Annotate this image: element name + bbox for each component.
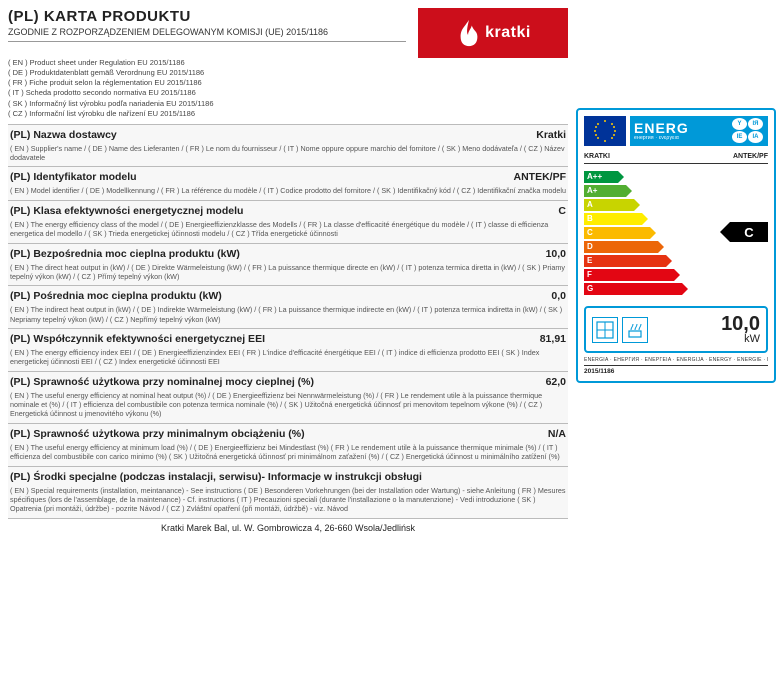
spec-desc: ( EN ) The indirect heat output in (kW) … (10, 305, 566, 324)
spec-row: (PL) Identyfikator modelu ANTEK/PF ( EN ) … (8, 166, 568, 200)
scale-tip-icon (674, 269, 680, 281)
scale-row: G (584, 282, 768, 295)
heater-icon (622, 317, 648, 343)
spec-row: (PL) Nazwa dostawcy Kratki ( EN ) Supplier… (8, 124, 568, 168)
spec-label: (PL) Bezpośrednia moc cieplna produktu (… (10, 248, 240, 260)
scale-tip-icon (658, 241, 664, 253)
footer-address: Kratki Marek Bal, ul. W. Gombrowicza 4, … (8, 523, 568, 533)
energy-power-value: 10,0 (654, 314, 760, 334)
translation-line: ( SK ) Informačný list výrobku podľa nar… (8, 99, 568, 109)
scale-grade: E (584, 255, 666, 267)
scale-tip-icon (618, 171, 624, 183)
scale-tip-icon (682, 283, 688, 295)
scale-row: A+ (584, 184, 768, 197)
page-subtitle: ZGODNIE Z ROZPORZĄDZENIEM DELEGOWANYM KO… (8, 27, 406, 42)
spec-label: (PL) Nazwa dostawcy (10, 129, 117, 141)
spec-label: (PL) Sprawność użytkowa przy nominalnej … (10, 376, 314, 388)
energy-label: ENERG енергия · ενεργεια YІЯIEIA KRATKI … (576, 108, 776, 383)
scale-grade: A++ (584, 171, 618, 183)
translations-block: ( EN ) Product sheet under Regulation EU… (8, 58, 568, 119)
brand-logo: kratki (418, 8, 568, 58)
scale-tip-icon (626, 185, 632, 197)
spec-desc: ( EN ) The energy efficiency class of th… (10, 220, 566, 239)
spec-value: Kratki (528, 129, 566, 141)
scale-tip-icon (666, 255, 672, 267)
spec-value: 81,91 (532, 333, 566, 345)
spec-label: (PL) Środki specjalne (podczas instalacj… (10, 471, 422, 483)
spec-value: C (550, 205, 566, 217)
spec-row: (PL) Sprawność użytkowa przy minimalnym … (8, 423, 568, 467)
eu-flag-icon (584, 116, 626, 146)
energy-regulation: 2015/1186 (584, 365, 768, 375)
translation-line: ( CZ ) Informační list výrobku dle naříz… (8, 109, 568, 119)
scale-grade: C (584, 227, 650, 239)
energy-lang-circle: ІЯ (748, 118, 763, 130)
spec-label: (PL) Pośrednia moc cieplna produktu (kW) (10, 290, 222, 302)
spec-desc: ( EN ) The useful energy efficiency at n… (10, 391, 566, 419)
spec-value: 0,0 (543, 290, 566, 302)
scale-row: A (584, 198, 768, 211)
page-title: (PL) KARTA PRODUKTU (8, 8, 406, 25)
energy-supplier: KRATKI (584, 153, 610, 160)
spec-value: N/A (540, 428, 566, 440)
product-sheet: (PL) KARTA PRODUKTU ZGODNIE Z ROZPORZĄDZ… (8, 8, 568, 533)
spec-table: (PL) Nazwa dostawcy Kratki ( EN ) Supplier… (8, 124, 568, 519)
spec-value: ANTEK/PF (506, 171, 567, 183)
energy-scale: A++A+ABCDEFGC (584, 170, 768, 300)
spec-desc: ( EN ) The direct heat output in (kW) / … (10, 263, 566, 282)
spec-desc: ( EN ) Model identifier / ( DE ) Modellk… (10, 186, 566, 195)
energy-foot-langs: ENERGIA · ЕНЕРГИЯ · ΕΝΕΡΓΕΙΑ · ENERGIJA … (584, 357, 768, 363)
window-icon (592, 317, 618, 343)
spec-label: (PL) Sprawność użytkowa przy minimalnym … (10, 428, 305, 440)
translation-line: ( FR ) Fiche produit selon la réglementa… (8, 78, 568, 88)
energy-word: ENERG (634, 121, 689, 135)
energy-lang-circle: IA (748, 131, 763, 143)
spec-desc: ( EN ) The energy efficiency index EEI /… (10, 348, 566, 367)
spec-row: (PL) Pośrednia moc cieplna produktu (kW)… (8, 285, 568, 329)
spec-desc: ( EN ) The useful energy efficiency at m… (10, 443, 566, 462)
translation-line: ( IT ) Scheda prodotto secondo normativa… (8, 88, 568, 98)
brand-name: kratki (485, 24, 531, 42)
scale-tip-icon (650, 227, 656, 239)
spec-value: 10,0 (538, 248, 566, 260)
scale-grade: F (584, 269, 674, 281)
energy-lang-circle: IE (732, 131, 747, 143)
energy-subword: енергия · ενεργεια (634, 135, 679, 141)
rating-pointer: C (730, 222, 768, 242)
spec-row: (PL) Klasa efektywności energetycznej mo… (8, 200, 568, 244)
spec-row: (PL) Sprawność użytkowa przy nominalnej … (8, 371, 568, 424)
scale-grade: G (584, 283, 682, 295)
spec-label: (PL) Klasa efektywności energetycznej mo… (10, 205, 243, 217)
spec-row: (PL) Współczynnik efektywności energetyc… (8, 328, 568, 372)
spec-desc: ( EN ) Supplier's name / ( DE ) Name des… (10, 144, 566, 163)
translation-line: ( DE ) Produktdatenblatt gemäß Verordnun… (8, 68, 568, 78)
scale-row: A++ (584, 170, 768, 183)
spec-desc: ( EN ) Special requirements (installatio… (10, 486, 566, 514)
spec-row: (PL) Środki specjalne (podczas instalacj… (8, 466, 568, 519)
spec-row: (PL) Bezpośrednia moc cieplna produktu (… (8, 243, 568, 287)
scale-grade: A (584, 199, 634, 211)
energy-model: ANTEK/PF (733, 153, 768, 160)
flame-icon (455, 18, 483, 48)
scale-grade: D (584, 241, 658, 253)
spec-label: (PL) Współczynnik efektywności energetyc… (10, 333, 265, 345)
scale-tip-icon (642, 213, 648, 225)
scale-grade: B (584, 213, 642, 225)
translation-line: ( EN ) Product sheet under Regulation EU… (8, 58, 568, 68)
spec-label: (PL) Identyfikator modelu (10, 171, 137, 183)
scale-tip-icon (634, 199, 640, 211)
scale-row: F (584, 268, 768, 281)
energy-word-block: ENERG енергия · ενεργεια YІЯIEIA (630, 116, 768, 146)
energy-lang-circle: Y (732, 118, 747, 130)
energy-power-unit: kW (654, 334, 760, 345)
scale-row: E (584, 254, 768, 267)
energy-power-box: 10,0 kW (584, 306, 768, 353)
scale-grade: A+ (584, 185, 626, 197)
spec-value: 62,0 (538, 376, 566, 388)
